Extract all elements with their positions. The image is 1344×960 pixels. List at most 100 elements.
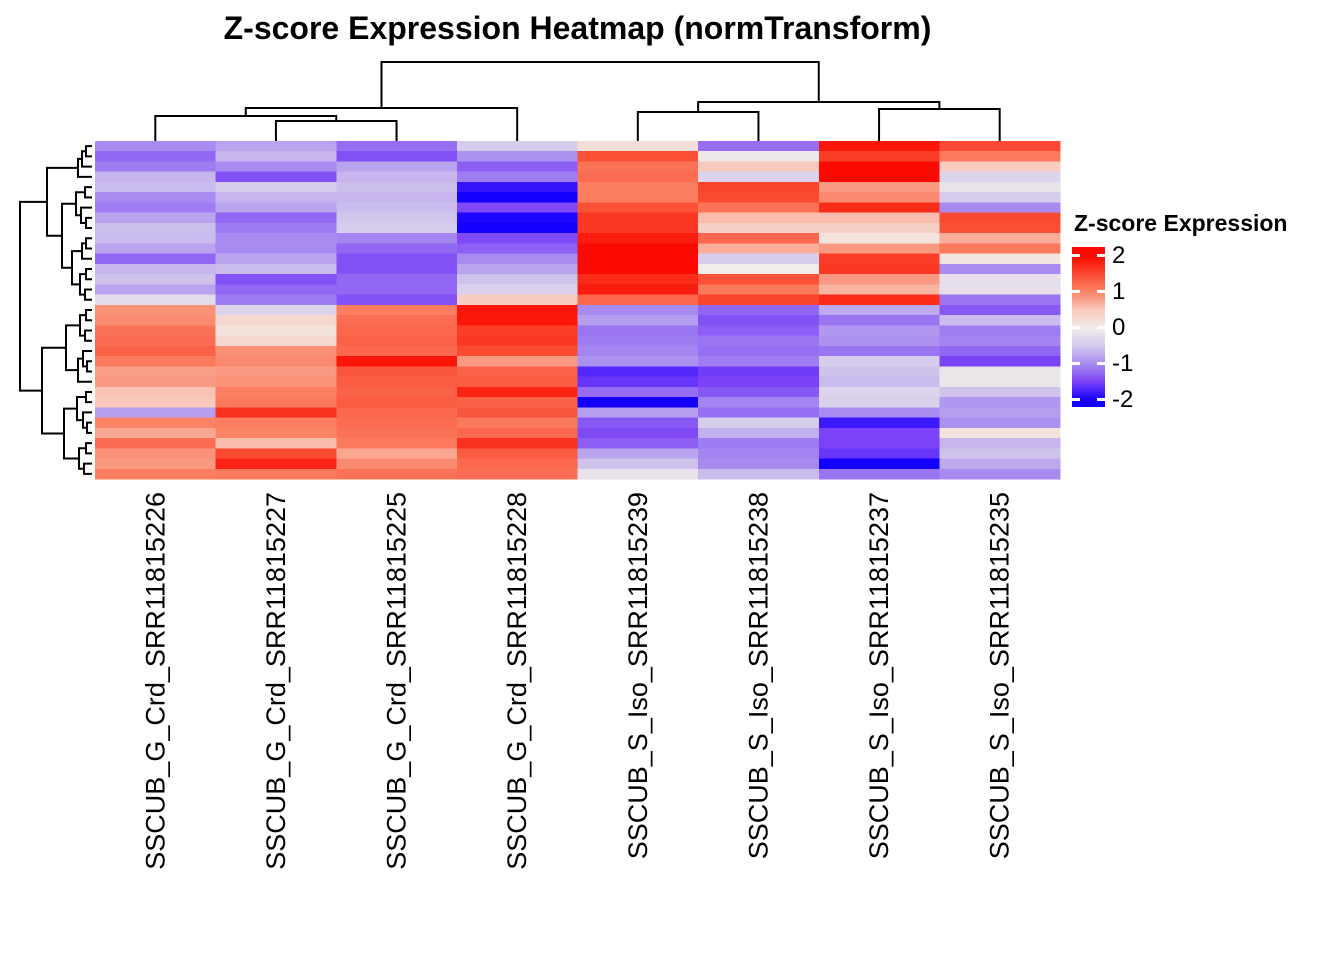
heatmap-cell [698,468,820,480]
heatmap-cell [336,171,458,183]
heatmap-cell [95,202,217,214]
heatmap-cell [577,335,699,347]
heatmap-cell [336,284,458,296]
heatmap-cell [577,397,699,408]
heatmap-cell [698,325,820,337]
heatmap-cell [95,386,217,398]
heatmap-cell [698,222,820,234]
heatmap-cell [456,141,579,152]
heatmap-cell [818,171,940,183]
heatmap-grid [95,141,1061,480]
heatmap-cell [818,427,940,439]
heatmap-cell [818,181,940,193]
heatmap-cell [336,202,458,214]
heatmap-cell [698,181,820,193]
column-label: SSCUB_S_Iso_SRR11815235 [985,492,1015,859]
heatmap-cell [215,274,337,285]
legend-tick-mark [1097,290,1105,294]
dendrogram-link [274,120,398,141]
heatmap-cell [577,315,699,326]
heatmap-cell [456,366,579,378]
heatmap-cell [939,366,1061,378]
heatmap-cell [577,427,699,439]
dendrogram-link [61,202,76,269]
dendrogram-link [85,268,92,281]
heatmap-cell [818,222,940,234]
heatmap-cell [215,315,337,326]
dendrogram-link [85,390,92,404]
heatmap-cell [336,181,458,193]
heatmap-cell [95,397,217,408]
heatmap-cell [939,427,1061,439]
heatmap-cell [939,356,1061,367]
heatmap-cell [215,407,337,419]
legend-title: Z-score Expression [1074,210,1288,236]
dendrogram-link [84,186,92,199]
heatmap-cell [215,181,337,193]
heatmap-cell [456,386,579,398]
heatmap-cell [95,458,217,470]
heatmap-cell [698,427,820,439]
row-dendrogram [19,145,92,475]
heatmap-cell [215,263,337,275]
heatmap-cell [95,212,217,224]
column-label: SSCUB_G_Crd_SRR11815228 [502,492,532,870]
heatmap-cell [95,407,217,419]
heatmap-cell [818,274,940,285]
heatmap-cell [939,417,1061,429]
heatmap-cell [577,233,699,244]
heatmap-cell [95,468,217,480]
heatmap-cell [215,151,337,162]
heatmap-cell [456,151,579,162]
heatmap-cell [818,417,940,429]
heatmap-cell [818,304,940,316]
heatmap-cell [577,192,699,203]
legend-tick-label: 0 [1112,313,1126,341]
heatmap-cell [577,284,699,296]
heatmap-cell [698,335,820,347]
heatmap-cell [818,438,940,449]
heatmap-cell [215,284,337,296]
dendrogram-link [77,157,92,178]
heatmap-cell [577,448,699,460]
heatmap-cell [456,181,579,193]
heatmap-cell [215,212,337,224]
heatmap-cell [939,438,1061,449]
heatmap-cell [456,284,579,296]
heatmap-cell [336,458,458,470]
heatmap-cell [336,468,458,480]
heatmap-cell [336,356,458,367]
heatmap-cell [818,141,940,152]
heatmap-cell [336,407,458,419]
dendrogram-link [244,107,519,141]
heatmap-cell [215,222,337,234]
heatmap-cell [336,397,458,408]
heatmap-cell [698,212,820,224]
heatmap-cell [939,274,1061,285]
heatmap-cell [95,427,217,439]
heatmap-cell [456,356,579,367]
heatmap-cell [456,161,579,173]
heatmap-cell [336,417,458,429]
heatmap-cell [336,233,458,244]
heatmap-cell [698,192,820,203]
heatmap-cell [456,171,579,183]
heatmap-cell [939,171,1061,183]
heatmap-cell [95,151,217,162]
heatmap-cell [939,397,1061,408]
dendrogram-link [154,115,338,141]
heatmap-cell [336,263,458,275]
heatmap-cell [336,141,458,152]
heatmap-cell [95,417,217,429]
heatmap-cell [215,243,337,255]
heatmap-cell [698,284,820,296]
heatmap-cell [577,366,699,378]
heatmap-cell [577,376,699,388]
heatmap-cell [818,294,940,306]
heatmap-cell [818,233,940,244]
dendrogram-link [636,111,760,141]
heatmap-cell [95,304,217,316]
dendrogram-link [380,61,820,108]
heatmap-cell [215,376,337,388]
